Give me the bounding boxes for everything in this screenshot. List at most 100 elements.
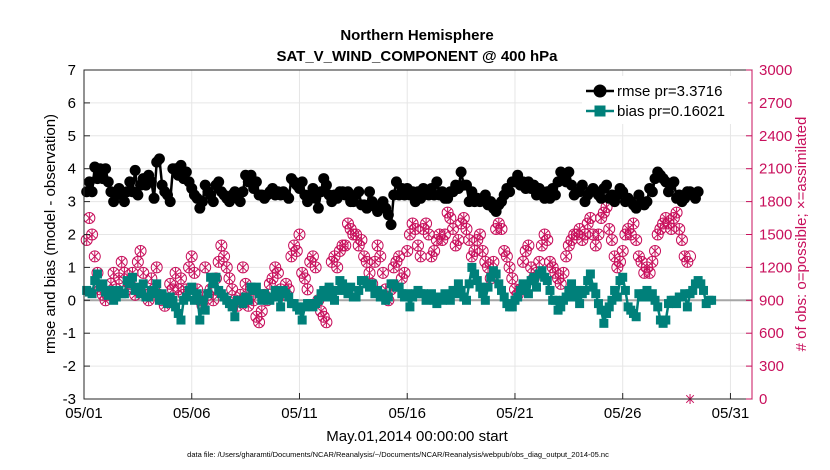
y-tick-label: 6 (68, 95, 76, 112)
obs-assimilated-point (580, 229, 590, 240)
obs-possible-point (449, 239, 462, 252)
obs-assimilated-point (373, 240, 382, 251)
obs-assimilated-point (683, 256, 692, 267)
bias-point (602, 308, 612, 318)
rmse-point (353, 186, 365, 198)
bias-point (491, 269, 501, 279)
obs-assimilated-point (411, 224, 420, 235)
bias-point (154, 295, 164, 305)
bias-point (537, 266, 547, 276)
obs-assimilated-point (303, 284, 312, 295)
bias-point (497, 285, 506, 295)
bias-point (90, 276, 100, 286)
obs-assimilated-point (222, 262, 231, 273)
obs-possible-point (543, 255, 556, 268)
obs-assimilated-point (591, 240, 600, 251)
rmse-point (549, 189, 561, 201)
obs-assimilated-point (446, 213, 455, 224)
obs-possible-point (428, 244, 441, 257)
rmse-point (207, 196, 219, 208)
obs-possible-point (390, 255, 403, 268)
bias-point (211, 272, 221, 282)
obs-possible-point (309, 261, 322, 274)
bias-point (373, 285, 383, 295)
obs-assimilated-point (257, 306, 266, 317)
bias-point (367, 279, 377, 289)
obs-possible-point (465, 250, 478, 263)
bias-point (575, 299, 585, 309)
obs-assimilated-point (225, 273, 234, 284)
obs-possible-point (630, 233, 643, 246)
bias-point (273, 292, 283, 302)
rmse-point (100, 163, 112, 175)
bias-point (480, 295, 490, 305)
bias-point (672, 299, 682, 309)
y2-tick-label: 3000 (759, 62, 792, 79)
y-tick-label: 2 (68, 227, 76, 244)
obs-assimilated-point (586, 213, 595, 224)
obs-assimilated-point (362, 256, 371, 267)
bias-point (618, 272, 628, 282)
obs-possible-point (605, 233, 618, 246)
y-axis-left: -3 -2 -1 0 1 2 3 4 5 6 7 (63, 62, 90, 408)
bias-point (647, 289, 657, 299)
bias-point (181, 292, 191, 302)
rmse-point (692, 186, 704, 198)
bias-point (561, 292, 571, 302)
obs-possible-point (339, 239, 352, 252)
bias-point (251, 282, 261, 292)
bias-point (111, 292, 121, 302)
obs-possible-point (406, 217, 419, 230)
obs-assimilated-point (227, 284, 237, 295)
bias-point (152, 279, 162, 289)
rmse-point (601, 179, 613, 191)
obs-assimilated-point (561, 251, 571, 262)
obs-possible-point (420, 217, 433, 230)
obs-assimilated-point (117, 256, 126, 267)
bias-point (87, 289, 97, 299)
obs-assimilated-point (254, 317, 264, 328)
obs-assimilated-point (465, 234, 474, 245)
bias-point (650, 295, 660, 305)
bias-point (313, 295, 323, 305)
obs-assimilated-point (508, 273, 517, 284)
bias-point (472, 276, 482, 286)
bias-point (378, 289, 388, 299)
bias-point (324, 282, 334, 292)
bias-point (523, 289, 533, 299)
x-tick-label: 05/11 (281, 405, 317, 422)
obs-assimilated-point (217, 240, 226, 251)
obs-possible-point (298, 272, 311, 285)
obs-assimilated-point (322, 317, 331, 328)
bias-point (198, 295, 208, 305)
obs-possible-point (115, 255, 128, 268)
rmse-point (576, 179, 588, 191)
obs-assimilated-point (430, 245, 439, 256)
obs-possible-point (441, 206, 454, 219)
obs-assimilated-point (489, 256, 498, 267)
obs-possible-point (678, 250, 691, 263)
bias-point (284, 292, 294, 302)
obs-possible-point (549, 266, 562, 279)
obs-possible-point (632, 250, 645, 263)
obs-possible-point (560, 250, 573, 263)
obs-possible-point (301, 283, 314, 296)
bias-point (208, 279, 218, 289)
bias-point (464, 279, 474, 289)
obs-assimilated-point (219, 251, 229, 262)
obs-assimilated-point (176, 273, 186, 284)
obs-possible-point (296, 266, 309, 279)
bias-point (227, 302, 237, 312)
obs-assimilated-point (85, 213, 94, 224)
bias-point (200, 305, 210, 315)
obs-possible-point (393, 250, 406, 263)
bias-point (203, 289, 213, 299)
rmse-point (595, 192, 607, 204)
obs-possible-point (538, 228, 551, 241)
obs-possible-point (576, 233, 589, 246)
obs-assimilated-point (602, 202, 611, 213)
obs-possible-point (88, 250, 101, 263)
obs-assimilated-point (559, 267, 568, 278)
bias-point (171, 302, 181, 312)
rmse-point (641, 196, 653, 208)
